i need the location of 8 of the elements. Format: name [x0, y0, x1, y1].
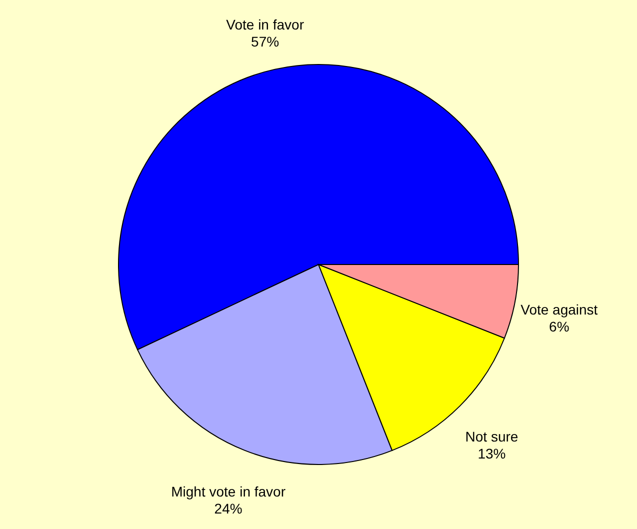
slice-label: Vote in favor [226, 16, 304, 32]
slice-label: Might vote in favor [171, 483, 286, 500]
data-label: 57% [251, 33, 280, 50]
slice-label: Not sure [465, 428, 518, 445]
slice-label: Vote against [520, 301, 598, 318]
data-label: 24% [214, 500, 242, 516]
data-label: 13% [478, 446, 506, 462]
data-label: 6% [549, 318, 570, 334]
